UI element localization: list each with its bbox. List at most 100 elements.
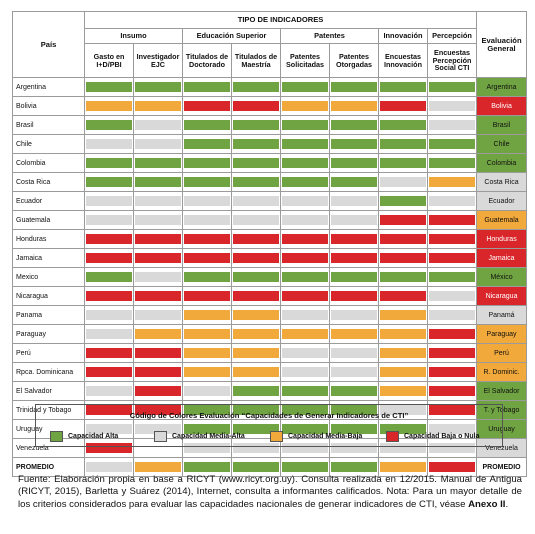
rating-swatch <box>429 367 476 377</box>
rating-swatch <box>429 177 476 187</box>
legend-label: Capacidad Baja o Nula <box>404 433 480 440</box>
source-text: Fuente: Elaboración propia en base a RIC… <box>18 474 522 510</box>
rating-cell <box>182 343 232 363</box>
rating-cell <box>182 172 232 192</box>
table-row: Chile Chile <box>12 134 528 154</box>
rating-cell <box>426 286 478 306</box>
rating-swatch <box>429 272 476 282</box>
rating-swatch <box>135 329 181 339</box>
source-note: Fuente: Elaboración propia en base a RIC… <box>18 474 522 511</box>
table-row: Guatemala Guatemala <box>12 210 528 230</box>
country-name: Guatemala <box>12 210 85 230</box>
rating-swatch <box>380 348 426 358</box>
rating-swatch <box>184 196 230 206</box>
rating-cell <box>378 362 428 382</box>
rating-swatch <box>282 367 328 377</box>
group-header: Patentes <box>280 28 379 44</box>
rating-swatch <box>233 348 279 358</box>
rating-cell <box>133 96 183 116</box>
rating-cell <box>182 229 232 249</box>
rating-cell <box>182 210 232 230</box>
rating-cell <box>182 115 232 135</box>
rating-cell <box>329 286 379 306</box>
rating-cell <box>329 115 379 135</box>
evaluation-cell: Paraguay <box>476 324 528 344</box>
rating-swatch <box>331 101 377 111</box>
rating-cell <box>329 229 379 249</box>
legend-title: Código de Colores Evaluación “Capacidade… <box>129 411 409 420</box>
rating-swatch <box>282 101 328 111</box>
rating-swatch <box>380 405 426 415</box>
country-name: Argentina <box>12 77 85 97</box>
source-end: . <box>505 498 509 510</box>
rating-cell <box>426 134 478 154</box>
evaluation-cell: Perú <box>476 343 528 363</box>
table-row: Panama Panamá <box>12 305 528 325</box>
subcolumn-header: Encuestas Innovación <box>378 43 428 78</box>
rating-swatch <box>331 443 377 453</box>
rating-swatch <box>86 462 132 472</box>
rating-cell <box>182 96 232 116</box>
rating-cell <box>133 172 183 192</box>
rating-cell <box>182 362 232 382</box>
rating-swatch <box>135 215 181 225</box>
rating-swatch <box>380 462 426 472</box>
rating-swatch <box>233 177 279 187</box>
rating-cell <box>231 134 281 154</box>
evaluation-cell: T. y Tobago <box>476 400 528 420</box>
rating-swatch <box>380 177 426 187</box>
table-row: Colombia Colombia <box>12 153 528 173</box>
country-column-header: País <box>12 11 85 78</box>
table-row: Paraguay Paraguay <box>12 324 528 344</box>
rating-swatch <box>135 367 181 377</box>
rating-cell <box>329 153 379 173</box>
rating-swatch <box>282 158 328 168</box>
rating-swatch <box>429 291 476 301</box>
rating-swatch <box>380 443 426 453</box>
rating-cell <box>378 96 428 116</box>
rating-cell <box>280 229 330 249</box>
legend-swatch <box>154 431 167 442</box>
rating-swatch <box>331 120 377 130</box>
rating-cell <box>182 324 232 344</box>
rating-swatch <box>282 405 328 415</box>
legend-item-media-baja: Capacidad Media-Baja <box>270 431 362 442</box>
country-name: Brasil <box>12 115 85 135</box>
rating-swatch <box>429 139 476 149</box>
rating-cell <box>133 286 183 306</box>
rating-cell <box>329 96 379 116</box>
rating-swatch <box>184 329 230 339</box>
rating-swatch <box>380 291 426 301</box>
rating-swatch <box>380 272 426 282</box>
rating-cell <box>133 115 183 135</box>
rating-swatch <box>86 158 132 168</box>
rating-swatch <box>429 348 476 358</box>
rating-swatch <box>135 443 181 453</box>
country-name: Paraguay <box>12 324 85 344</box>
rating-cell <box>280 134 330 154</box>
rating-swatch <box>331 215 377 225</box>
rating-cell <box>280 343 330 363</box>
evaluation-cell: R. Dominic. <box>476 362 528 382</box>
rating-cell <box>133 153 183 173</box>
table-title: TIPO DE INDICADORES <box>83 11 478 29</box>
rating-swatch <box>331 386 377 396</box>
rating-swatch <box>86 405 132 415</box>
rating-cell <box>133 77 183 97</box>
rating-cell <box>378 77 428 97</box>
rating-cell <box>133 134 183 154</box>
rating-swatch <box>429 82 476 92</box>
rating-swatch <box>429 310 476 320</box>
rating-cell <box>133 324 183 344</box>
legend-item-media-alta: Capacidad Media-Alta <box>154 431 245 442</box>
rating-swatch <box>429 101 476 111</box>
rating-cell <box>378 153 428 173</box>
rating-swatch <box>184 291 230 301</box>
rating-swatch <box>135 405 181 415</box>
rating-swatch <box>184 120 230 130</box>
rating-cell <box>280 305 330 325</box>
rating-cell <box>231 77 281 97</box>
rating-swatch <box>86 329 132 339</box>
legend-swatch <box>50 431 63 442</box>
rating-swatch <box>380 215 426 225</box>
